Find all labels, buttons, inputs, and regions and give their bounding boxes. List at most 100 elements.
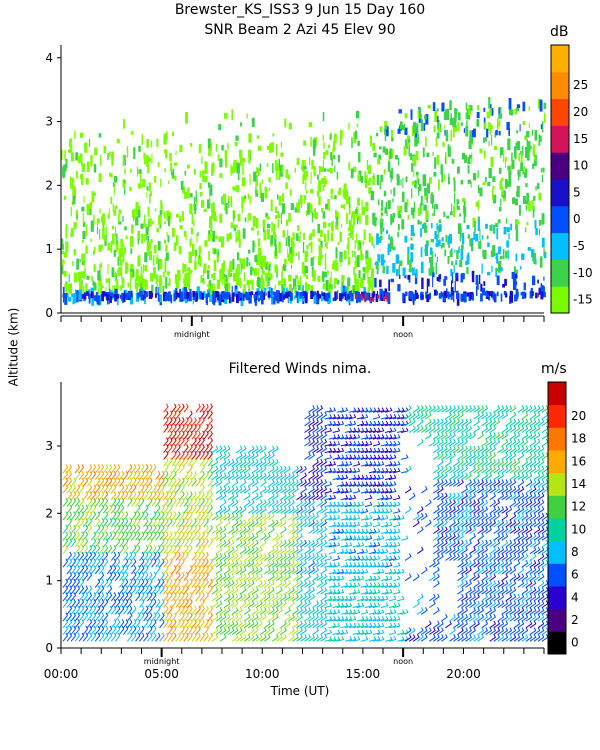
snr-echo	[375, 217, 378, 221]
wind-barb	[453, 613, 460, 622]
snr-echo	[453, 126, 457, 132]
wind-barb	[131, 531, 137, 541]
snr-echo	[210, 142, 212, 152]
snr-echo	[107, 155, 109, 161]
wind-barb	[90, 551, 97, 561]
wind-barb	[364, 427, 373, 433]
wind-barb	[191, 558, 197, 568]
wind-barb	[521, 607, 529, 615]
wind-barb	[203, 551, 209, 561]
snr-echo	[118, 214, 120, 223]
snr-echo	[352, 216, 355, 226]
snr-low-echo	[186, 292, 190, 299]
snr-echo	[537, 279, 539, 284]
snr-echo	[300, 165, 303, 170]
snr-echo	[116, 248, 118, 253]
snr-echo	[250, 227, 255, 231]
wind-barb	[143, 504, 149, 514]
wind-barb	[179, 551, 185, 561]
wind-barb	[264, 600, 271, 609]
snr-echo	[115, 226, 117, 237]
wind-barb	[239, 620, 247, 629]
wind-barb	[433, 506, 440, 514]
wind-barb	[364, 420, 373, 427]
wind-barb	[102, 551, 109, 561]
wind-barb	[425, 432, 432, 440]
wind-barb	[449, 512, 456, 521]
wind-barb	[179, 430, 185, 440]
wind-barb	[123, 531, 129, 541]
wind-barb	[505, 553, 513, 561]
wind-barb	[316, 472, 324, 481]
snr-echo	[98, 133, 102, 138]
snr-echo	[443, 174, 445, 182]
wind-barb	[66, 619, 72, 629]
wind-barb	[465, 553, 472, 561]
wind-barb	[497, 580, 505, 588]
wind-barb	[211, 559, 219, 568]
wind-barb	[247, 499, 255, 508]
snr-echo	[138, 169, 142, 174]
wind-barb	[264, 620, 271, 629]
snr-echo	[335, 262, 339, 271]
snr-echo	[436, 132, 440, 139]
wind-barb	[215, 492, 223, 501]
wind-barb	[102, 592, 109, 602]
snr-echo	[330, 195, 333, 199]
wind-barb	[372, 515, 381, 521]
wind-barb	[429, 418, 436, 427]
wind-barb	[412, 425, 420, 433]
snr-echo	[213, 283, 215, 295]
wind-barb	[412, 600, 420, 609]
snr-echo	[378, 254, 381, 263]
wind-barb	[199, 443, 205, 454]
snr-echo	[165, 276, 168, 289]
snr-echo	[297, 202, 301, 213]
wind-barb	[348, 467, 357, 474]
wind-barb	[340, 461, 349, 467]
wind-barb	[356, 481, 365, 487]
wind-barb	[70, 612, 76, 622]
snr-echo	[130, 168, 132, 174]
snr-echo	[336, 280, 340, 285]
wind-barb	[433, 559, 440, 568]
wind-barb	[223, 613, 231, 622]
wind-barb	[199, 531, 205, 541]
wind-barb	[392, 542, 401, 548]
wind-barb	[324, 575, 333, 582]
snr-echo	[364, 171, 367, 183]
snr-echo	[369, 280, 372, 289]
wind-barb	[86, 497, 93, 507]
snr-echo	[61, 250, 64, 255]
snr-echo	[488, 167, 492, 179]
snr-echo	[495, 267, 497, 278]
wind-barb	[135, 571, 141, 582]
snr-echo	[174, 162, 178, 166]
snr-echo	[441, 242, 445, 248]
snr-echo	[505, 250, 508, 259]
wind-barb	[259, 445, 267, 454]
wind-barb	[332, 515, 341, 521]
wind-barb	[312, 512, 319, 521]
snr-echo	[357, 240, 361, 251]
snr-echo	[158, 279, 161, 286]
wind-barb	[155, 612, 161, 622]
wind-barb	[195, 531, 201, 541]
wind-barb	[356, 548, 365, 555]
snr-echo	[392, 263, 396, 273]
wind-barb	[171, 612, 177, 622]
snr-echo	[281, 203, 285, 214]
snr-echo	[516, 141, 521, 151]
wind-barb	[135, 625, 141, 635]
snr-echo	[77, 271, 81, 282]
wind-barb	[360, 434, 369, 440]
snr-echo	[264, 288, 267, 295]
snr-echo	[318, 180, 322, 192]
wind-barb	[505, 405, 513, 413]
snr-echo	[248, 249, 251, 254]
snr-echo	[523, 166, 526, 172]
wind-barb	[187, 605, 193, 615]
wind-barb	[94, 484, 101, 494]
snr-echo	[280, 212, 282, 224]
wind-barb	[396, 595, 405, 602]
